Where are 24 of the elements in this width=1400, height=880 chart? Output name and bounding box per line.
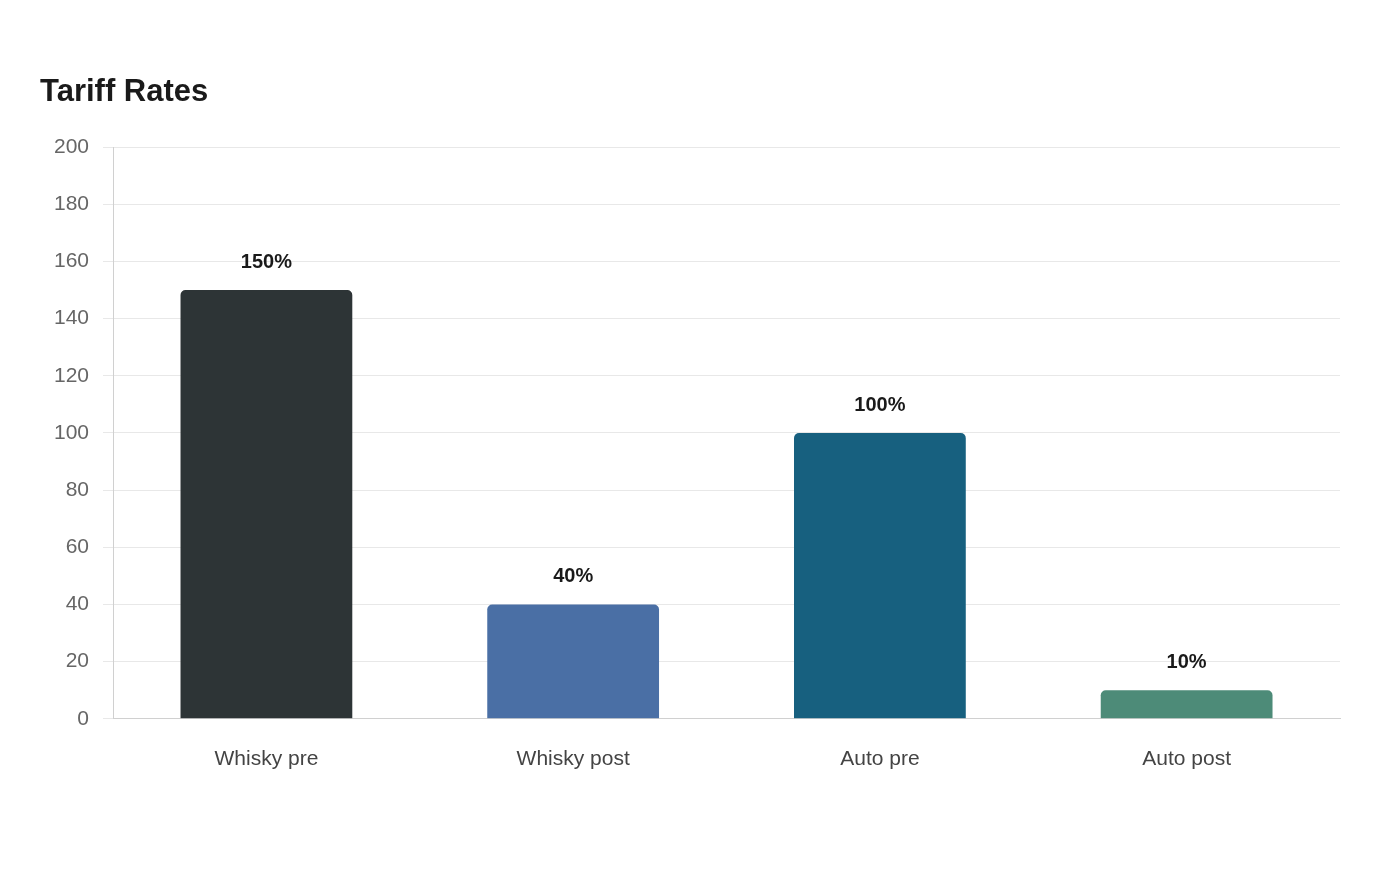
data-label: 40% [553,564,594,586]
y-tick-label: 200 [53,134,90,157]
y-tick-label: 20 [65,648,90,672]
y-tick-label: 120 [53,362,90,386]
data-label: 150% [240,249,293,272]
bar [1100,690,1273,719]
y-tick-label: 60 [65,534,90,558]
y-tick-label: 0 [77,705,90,729]
x-tick-label: Whisky pre [214,746,319,770]
bar [794,433,966,719]
x-tick-label: Auto pre [840,746,920,770]
bar [487,604,660,719]
y-tick-label: 100 [53,419,90,443]
chart-title: Tariff Rates [40,73,209,109]
data-label: 10% [1166,649,1207,672]
data-label: 100% [854,392,906,415]
x-tick-label: Auto post [1142,746,1232,770]
bar [180,290,353,719]
y-tick-label: 40 [65,591,90,615]
y-tick-label: 140 [53,305,90,329]
x-tick-label: Whisky post [516,746,630,770]
y-tick-label: 180 [53,191,90,215]
y-tick-label: 80 [65,476,90,500]
y-tick-label: 160 [53,248,90,272]
